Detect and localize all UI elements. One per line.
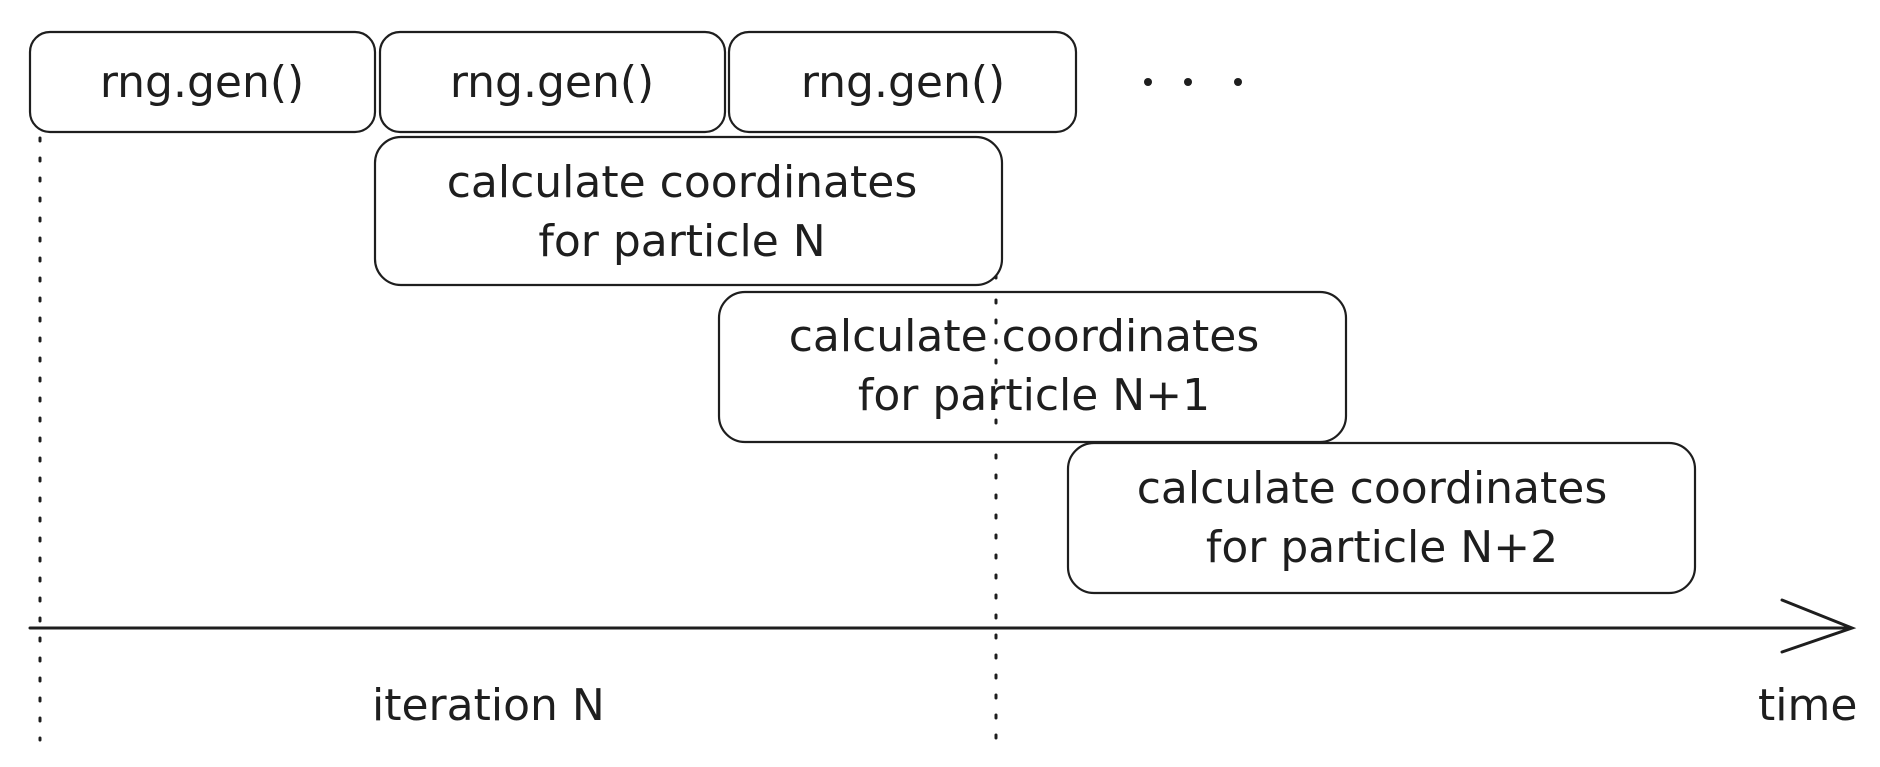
iteration-label: iteration N bbox=[372, 680, 605, 731]
rng-gen-label-3: rng.gen() bbox=[801, 57, 1005, 108]
rng-gen-label-1: rng.gen() bbox=[100, 57, 304, 108]
time-label: time bbox=[1758, 680, 1857, 731]
rng-gen-box-2: rng.gen() bbox=[378, 30, 727, 134]
time-axis bbox=[28, 598, 1857, 654]
calc-box-1-line1: calculate coordinates bbox=[447, 157, 918, 208]
calc-box-3-line1: calculate coordinates bbox=[1137, 463, 1608, 514]
rng-gen-label-2: rng.gen() bbox=[450, 57, 654, 108]
calc-box-particle-n-plus-1: calculate coordinates for particle N+1 bbox=[717, 290, 1348, 444]
rng-gen-box-3: rng.gen() bbox=[727, 30, 1078, 134]
calc-box-3-line2: for particle N+2 bbox=[1206, 522, 1558, 573]
calc-box-2-line2: for particle N+1 bbox=[858, 370, 1210, 421]
time-axis-arrowhead bbox=[1780, 598, 1857, 654]
calc-box-2-line1: calculate coordinates bbox=[789, 311, 1260, 362]
calc-box-particle-n-plus-2: calculate coordinates for particle N+2 bbox=[1066, 441, 1697, 595]
continuation-ellipsis bbox=[1144, 78, 1242, 86]
calc-box-particle-n: calculate coordinates for particle N bbox=[373, 135, 1004, 287]
rng-gen-box-1: rng.gen() bbox=[28, 30, 377, 134]
calc-box-1-line2: for particle N bbox=[538, 216, 825, 267]
